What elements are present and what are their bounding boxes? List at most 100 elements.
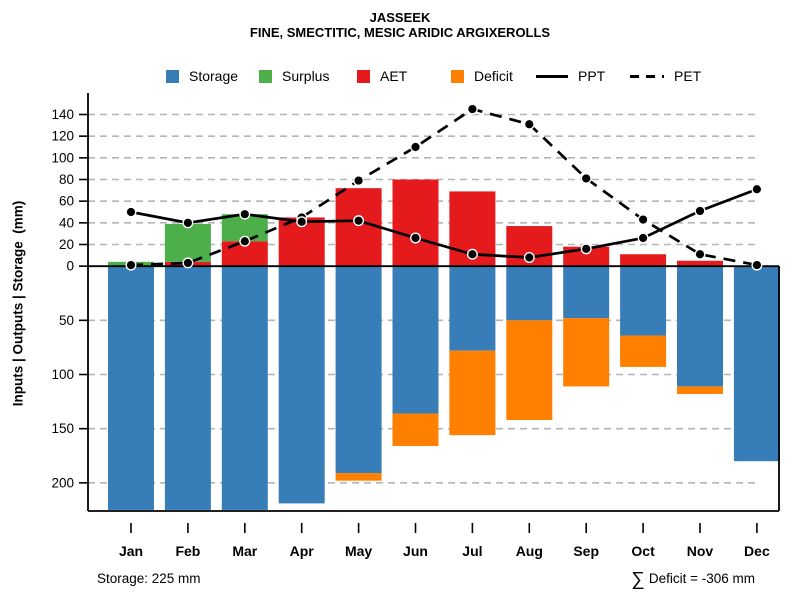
pet-marker xyxy=(410,141,422,153)
legend-label: AET xyxy=(380,68,408,84)
chart-subtitle: FINE, SMECTITIC, MESIC ARIDIC ARGIXEROLL… xyxy=(249,25,551,40)
aet-swatch-icon xyxy=(357,69,370,83)
storage-bar xyxy=(449,266,496,351)
month-label: Nov xyxy=(687,543,714,559)
pet-marker xyxy=(466,103,478,115)
legend-item-pet: PET xyxy=(630,66,701,86)
ppt-line xyxy=(130,187,758,259)
aet-bar xyxy=(620,254,667,267)
legend-label: PET xyxy=(674,68,702,84)
y-tick-label: 60 xyxy=(59,194,74,209)
storage-bar xyxy=(278,266,325,504)
y-tick-label: 140 xyxy=(51,107,74,122)
storage-bar xyxy=(563,266,610,319)
legend-item-aet: AET xyxy=(357,66,407,86)
ppt-marker xyxy=(580,243,592,255)
legend-item-surplus: Surplus xyxy=(259,66,329,86)
y-tick-label: 0 xyxy=(66,259,74,274)
month-label: Feb xyxy=(175,543,200,559)
pet-marker xyxy=(580,172,592,184)
y-tick-label: 120 xyxy=(51,129,74,144)
pet-marker xyxy=(751,259,763,271)
deficit-swatch-icon xyxy=(451,69,464,83)
legend-item-deficit: Deficit xyxy=(451,66,513,86)
storage-bar xyxy=(392,266,439,414)
legend-label: Storage xyxy=(189,68,239,84)
deficit-bar xyxy=(392,413,439,446)
chart-title: JASSEEK xyxy=(369,10,431,25)
ppt-marker xyxy=(353,215,365,227)
storage-annotation: Storage: 225 mm xyxy=(97,571,201,586)
ppt-marker xyxy=(125,206,137,218)
deficit-annotation: ∑ Deficit = -306 mm xyxy=(631,569,755,591)
legend-item-storage: Storage xyxy=(166,66,238,86)
chart-legend: Storage Surplus AET Deficit PPT PET xyxy=(0,66,800,86)
month-label: Mar xyxy=(232,543,257,559)
storage-bar xyxy=(335,266,382,474)
deficit-bar xyxy=(449,350,496,436)
surplus-bar xyxy=(164,223,211,262)
deficit-bar xyxy=(677,386,723,394)
storage-bar xyxy=(506,266,553,321)
aet-bar xyxy=(335,188,382,267)
deficit-bar xyxy=(620,335,667,367)
month-label: May xyxy=(345,543,372,559)
y-tick-label: 50 xyxy=(59,313,74,328)
pet-marker xyxy=(694,248,706,260)
y-tick-label: 100 xyxy=(51,367,74,382)
deficit-bar xyxy=(563,318,610,387)
legend-label: Deficit xyxy=(474,68,513,84)
pet-marker xyxy=(239,235,251,247)
storage-bar xyxy=(620,266,667,336)
storage-bar xyxy=(677,266,723,387)
legend-label: PPT xyxy=(578,68,606,84)
month-label: Aug xyxy=(516,543,543,559)
pet-marker xyxy=(353,175,365,187)
legend-label: Surplus xyxy=(282,68,330,84)
ppt-marker xyxy=(694,205,706,217)
pet-marker xyxy=(637,214,649,226)
y-tick-label: 20 xyxy=(59,237,74,252)
solid-line-swatch-icon xyxy=(536,74,568,78)
pet-marker xyxy=(523,118,535,130)
deficit-bar xyxy=(506,320,553,420)
month-label: Oct xyxy=(631,543,655,559)
y-tick-label: 40 xyxy=(59,215,74,230)
legend-item-ppt: PPT xyxy=(536,66,605,86)
ppt-marker xyxy=(466,248,478,260)
pet-marker xyxy=(125,259,137,271)
month-label: Dec xyxy=(744,543,770,559)
storage-bar xyxy=(164,266,211,510)
ppt-marker xyxy=(182,217,194,229)
ppt-marker xyxy=(523,251,535,263)
pet-line xyxy=(130,107,758,267)
dashed-line-swatch-icon xyxy=(630,74,664,78)
ppt-marker xyxy=(296,216,308,228)
pet-marker xyxy=(182,257,194,269)
month-label: Jul xyxy=(462,543,482,559)
y-tick-label: 150 xyxy=(51,421,74,436)
aet-bar xyxy=(677,260,723,267)
surplus-swatch-icon xyxy=(259,69,272,83)
ppt-marker xyxy=(239,208,251,220)
y-tick-label: 80 xyxy=(59,172,74,187)
y-tick-label: 100 xyxy=(51,150,74,165)
y-tick-label: 200 xyxy=(51,475,74,490)
ppt-marker xyxy=(751,183,763,195)
month-label: Apr xyxy=(290,543,315,559)
ppt-marker xyxy=(637,232,649,244)
deficit-annotation-text: Deficit = -306 mm xyxy=(648,571,755,586)
aet-bar xyxy=(392,179,439,267)
month-label: Jun xyxy=(403,543,428,559)
ppt-marker xyxy=(410,232,422,244)
storage-bar xyxy=(733,266,780,462)
month-label: Jan xyxy=(119,543,143,559)
storage-bar xyxy=(108,266,154,510)
deficit-bar xyxy=(335,473,382,481)
sigma-symbol: ∑ xyxy=(631,569,645,590)
month-label: Sep xyxy=(573,543,599,559)
storage-bar xyxy=(221,266,268,510)
storage-swatch-icon xyxy=(166,69,179,83)
